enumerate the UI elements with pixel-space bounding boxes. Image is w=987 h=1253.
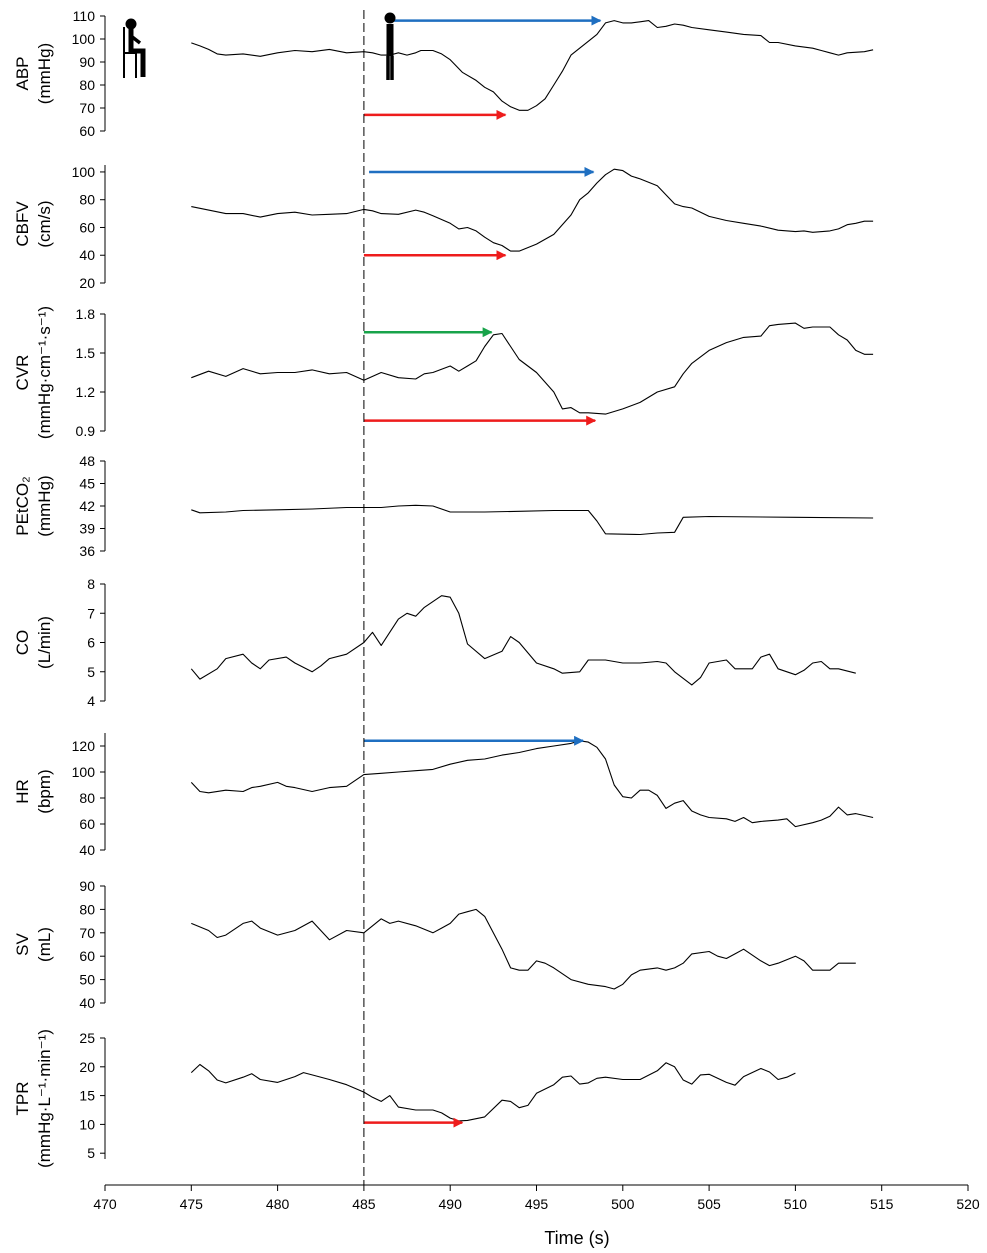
y-tick-label: 80	[79, 790, 95, 806]
panel-hr: 40 60 80 100 120 HR (bpm)	[13, 733, 874, 858]
y-axis-label: CVR (mmHg·cm⁻¹·s⁻¹)	[13, 306, 54, 439]
y-tick-label: 90	[79, 54, 95, 70]
series-line-hr	[190, 740, 874, 828]
y-tick-label: 60	[79, 816, 95, 832]
y-tick-label: 20	[79, 275, 95, 291]
y-tick-label: 50	[79, 972, 95, 988]
y-tick-label: 5	[87, 664, 95, 680]
y-tick-label: 39	[79, 521, 95, 537]
y-tick-label: 7	[87, 605, 95, 621]
y-tick-label: 70	[79, 925, 95, 941]
y-tick-label: 36	[79, 543, 95, 559]
series-line-petco2	[191, 504, 874, 536]
y-tick-label: 0.9	[76, 423, 96, 439]
y-axis-label-line2: (mmHg·cm⁻¹·s⁻¹)	[35, 306, 54, 439]
y-tick-label: 1.2	[76, 384, 96, 400]
y-axis-label-line1: ABP	[13, 56, 32, 90]
panel-cvr: 0.9 1.2 1.5 1.8 CVR (mmHg·cm⁻¹·s⁻¹)	[13, 306, 874, 439]
standing-person-icon	[384, 12, 396, 80]
series-line-abp	[191, 20, 874, 111]
y-axis-label-line2: (mmHg)	[35, 43, 54, 104]
y-tick-label: 4	[87, 693, 95, 709]
y-tick-label: 25	[79, 1030, 95, 1046]
y-tick-label: 15	[79, 1088, 95, 1104]
panel-cbfv: 20 40 60 80 100 CBFV (cm/s)	[13, 164, 874, 291]
panel-petco2: 36 39 42 45 48 PEtCO₂ (mmHg)	[13, 453, 874, 559]
y-axis-label-line2: (mmHg·L⁻¹·min⁻¹)	[35, 1029, 54, 1168]
y-axis-label: TPR (mmHg·L⁻¹·min⁻¹)	[13, 1029, 54, 1168]
x-axis: 470 475 480 485 490 495 500 505 510 515 520	[93, 1184, 980, 1212]
y-axis-label-line2: (L/min)	[35, 616, 54, 669]
y-tick-label: 100	[72, 31, 96, 47]
y-tick-label: 80	[79, 901, 95, 917]
y-tick-label: 80	[79, 77, 95, 93]
y-tick-label: 40	[79, 247, 95, 263]
x-tick-label: 500	[611, 1196, 635, 1212]
y-axis-label-line2: (mL)	[35, 927, 54, 962]
y-axis-label-line2: (cm/s)	[35, 200, 54, 247]
y-tick-label: 40	[79, 995, 95, 1011]
y-tick-label: 10	[79, 1116, 95, 1132]
x-tick-label: 515	[870, 1196, 894, 1212]
y-axis-label: CO (L/min)	[13, 616, 54, 669]
x-tick-label: 470	[93, 1196, 117, 1212]
y-axis-label-line1: HR	[13, 779, 32, 804]
seated-person-icon	[123, 18, 146, 78]
y-tick-label: 60	[79, 948, 95, 964]
y-tick-label: 1.5	[76, 345, 96, 361]
x-tick-label: 510	[784, 1196, 808, 1212]
series-line-cvr	[191, 322, 874, 415]
x-tick-label: 475	[180, 1196, 204, 1212]
y-axis-label-line1: CO	[13, 630, 32, 656]
series-line-tpr	[190, 1062, 796, 1122]
series-line-cbfv	[191, 168, 874, 252]
y-tick-label: 100	[72, 164, 96, 180]
y-tick-label: 8	[87, 576, 95, 592]
y-tick-label: 70	[79, 100, 95, 116]
y-axis-label-line1: SV	[13, 933, 32, 956]
x-tick-label: 520	[956, 1196, 980, 1212]
y-axis-label-line1: CBFV	[13, 201, 32, 247]
y-axis-label-line2: (bpm)	[35, 769, 54, 813]
series-line-co	[190, 595, 856, 686]
y-tick-label: 80	[79, 192, 95, 208]
y-axis-label-line1: CVR	[13, 355, 32, 391]
series-line-sv	[191, 908, 856, 990]
y-axis-label-line1: TPR	[13, 1082, 32, 1116]
y-tick-label: 40	[79, 842, 95, 858]
y-axis-label: SV (mL)	[13, 927, 54, 962]
x-tick-label: 480	[266, 1196, 290, 1212]
y-tick-label: 20	[79, 1059, 95, 1075]
y-axis-label: CBFV (cm/s)	[13, 200, 54, 247]
y-tick-label: 48	[79, 453, 95, 469]
y-tick-label: 100	[72, 764, 96, 780]
panel-sv: 40 50 60 70 80 90 SV (mL)	[13, 878, 856, 1011]
y-tick-label: 6	[87, 635, 95, 651]
y-axis-label-line2: (mmHg)	[35, 475, 54, 536]
y-tick-label: 110	[73, 8, 96, 24]
x-tick-label: 505	[697, 1196, 721, 1212]
y-tick-label: 1.8	[76, 306, 96, 322]
x-tick-label: 485	[352, 1196, 376, 1212]
y-axis-label: HR (bpm)	[13, 769, 54, 813]
panel-tpr: 5 10 15 20 25 TPR (mmHg·L⁻¹·min⁻¹)	[13, 1029, 796, 1168]
y-tick-label: 60	[79, 219, 95, 235]
x-tick-label: 495	[525, 1196, 549, 1212]
panel-abp: 60 70 80 90 100 110 ABP (mmHg)	[13, 8, 874, 139]
y-tick-label: 5	[87, 1145, 95, 1161]
y-tick-label: 45	[79, 476, 95, 492]
x-axis-label: Time (s)	[544, 1228, 609, 1248]
y-axis-label: ABP (mmHg)	[13, 43, 54, 104]
y-tick-label: 120	[72, 738, 96, 754]
y-tick-label: 42	[79, 498, 95, 514]
y-axis-label: PEtCO₂ (mmHg)	[13, 475, 54, 536]
y-axis-label-line1: PEtCO₂	[13, 476, 32, 536]
y-tick-label: 60	[79, 123, 95, 139]
panel-co: 4 5 6 7 8 CO (L/min)	[13, 576, 856, 709]
y-tick-label: 90	[79, 878, 95, 894]
x-tick-label: 490	[439, 1196, 463, 1212]
